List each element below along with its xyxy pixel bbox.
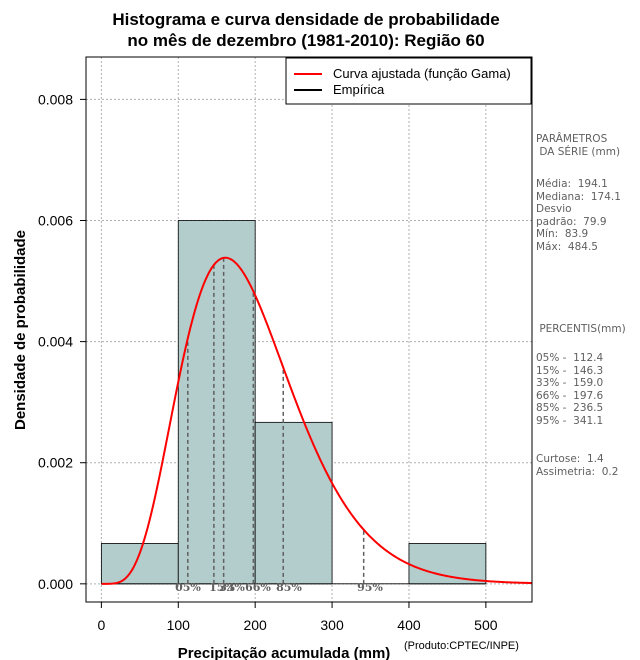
plot-frame bbox=[85, 56, 533, 603]
y-axis-label: Densidade de probabilidade bbox=[12, 230, 29, 430]
legend-label-curve: Curva ajustada (função Gama) bbox=[333, 66, 511, 81]
stats-body: Curtose: 1.4 Assimetria: 0.2 bbox=[536, 453, 619, 478]
y-tick-label: 0.006 bbox=[38, 213, 73, 229]
percentile-label: 05% bbox=[175, 581, 201, 594]
params-title: PARÂMETROS DA SÉRIE (mm) bbox=[536, 133, 621, 158]
x-tick-label: 100 bbox=[167, 617, 191, 633]
legend: Curva ajustada (função Gama) Empírica bbox=[285, 57, 532, 105]
y-tick-label: 0.008 bbox=[38, 91, 73, 107]
percentile-labels: 05% 15%33% 66% 85% 95% bbox=[175, 581, 383, 594]
percentile-label: 15% bbox=[209, 581, 235, 594]
y-axis: 0.000 0.002 0.004 0.006 0.008 bbox=[38, 91, 86, 592]
x-tick-label: 200 bbox=[243, 617, 267, 633]
y-tick-label: 0.004 bbox=[38, 334, 73, 350]
histogram-bar bbox=[100, 543, 179, 585]
percentile-lines bbox=[187, 257, 365, 584]
histogram-bar bbox=[254, 421, 333, 585]
y-tick-label: 0.002 bbox=[38, 455, 73, 471]
x-tick-label: 300 bbox=[320, 617, 344, 633]
x-tick-label: 0 bbox=[97, 617, 105, 633]
x-tick-label: 500 bbox=[474, 617, 498, 633]
percentile-label: 95% bbox=[357, 581, 383, 594]
percentile-label: 33% bbox=[219, 581, 245, 594]
percentile-label: 66% bbox=[245, 581, 271, 594]
y-tick-label: 0.000 bbox=[38, 576, 73, 592]
legend-label-empirical: Empírica bbox=[333, 82, 385, 97]
x-axis-label: Precipitação acumulada (mm) bbox=[178, 645, 391, 660]
legend-box bbox=[285, 57, 532, 105]
credit-text: (Produto:CPTEC/INPE) bbox=[404, 640, 519, 652]
gamma-curve bbox=[101, 256, 533, 585]
chart-title-line1: Histograma e curva densidade de probabil… bbox=[112, 10, 499, 29]
percentis-title: PERCENTIS(mm) bbox=[536, 323, 626, 335]
params-body: Média: 194.1 Mediana: 174.1 Desvio padrã… bbox=[536, 178, 621, 253]
chart-title-line2: no mês de dezembro (1981-2010): Região 6… bbox=[127, 31, 484, 50]
histogram-bar bbox=[408, 543, 487, 585]
x-tick-label: 400 bbox=[397, 617, 421, 633]
percentile-label: 85% bbox=[276, 581, 302, 594]
histogram-bars bbox=[100, 220, 487, 585]
x-axis: 0 100 200 300 400 500 bbox=[97, 602, 498, 633]
percentis-body: 05% - 112.4 15% - 146.3 33% - 159.0 66% … bbox=[536, 352, 604, 427]
